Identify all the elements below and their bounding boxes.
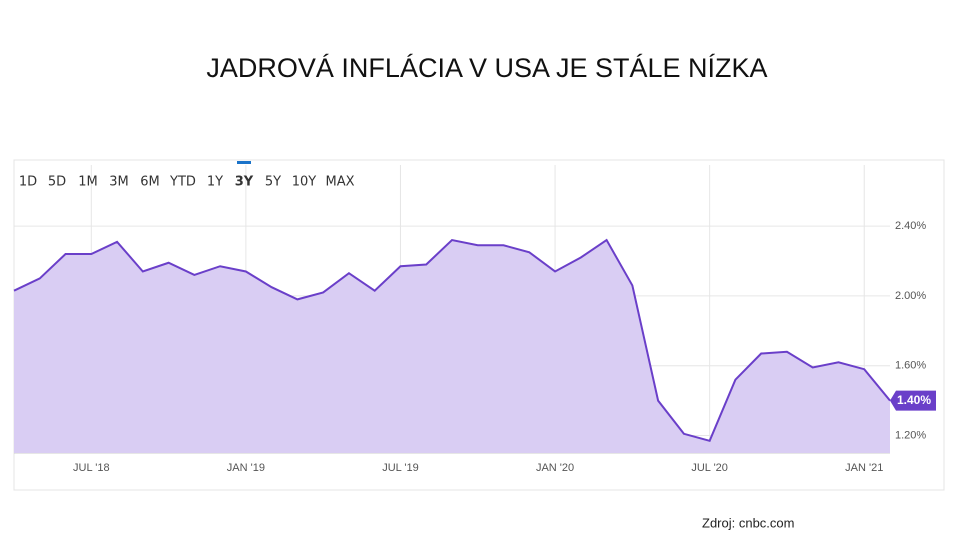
- range-button[interactable]: 3M: [109, 175, 129, 190]
- x-tick-label: JAN '20: [536, 462, 574, 474]
- y-tick-label: 2.40%: [895, 220, 926, 232]
- range-button[interactable]: 3Y: [235, 175, 254, 190]
- range-button[interactable]: 1Y: [207, 175, 223, 190]
- x-tick-label: JUL '19: [382, 462, 419, 474]
- range-button[interactable]: 5D: [48, 175, 66, 190]
- y-tick-label: 1.20%: [895, 429, 926, 441]
- value-tag: [890, 390, 936, 411]
- area: [14, 240, 890, 453]
- range-button[interactable]: MAX: [325, 175, 354, 190]
- x-tick-label: JUL '18: [73, 462, 110, 474]
- range-button[interactable]: 10Y: [292, 175, 317, 190]
- y-tick-label: 1.60%: [895, 360, 926, 372]
- x-tick-label: JAN '21: [845, 462, 883, 474]
- range-button[interactable]: 1M: [78, 175, 98, 190]
- slide-title: JADROVÁ INFLÁCIA V USA JE STÁLE NÍZKA: [206, 53, 767, 83]
- source: Zdroj: cnbc.com: [702, 515, 794, 530]
- range-button[interactable]: 6M: [140, 175, 160, 190]
- range-button[interactable]: 1D: [19, 175, 37, 190]
- line: [13, 238, 891, 442]
- x-tick-label: JAN '19: [227, 462, 265, 474]
- range-button[interactable]: 5Y: [265, 175, 281, 190]
- x-tick-label: JUL '20: [691, 462, 728, 474]
- value-label: 1.40%: [897, 393, 931, 407]
- range-button[interactable]: YTD: [169, 175, 196, 190]
- y-tick-label: 2.00%: [895, 290, 926, 302]
- range-selected-bar: [237, 161, 251, 164]
